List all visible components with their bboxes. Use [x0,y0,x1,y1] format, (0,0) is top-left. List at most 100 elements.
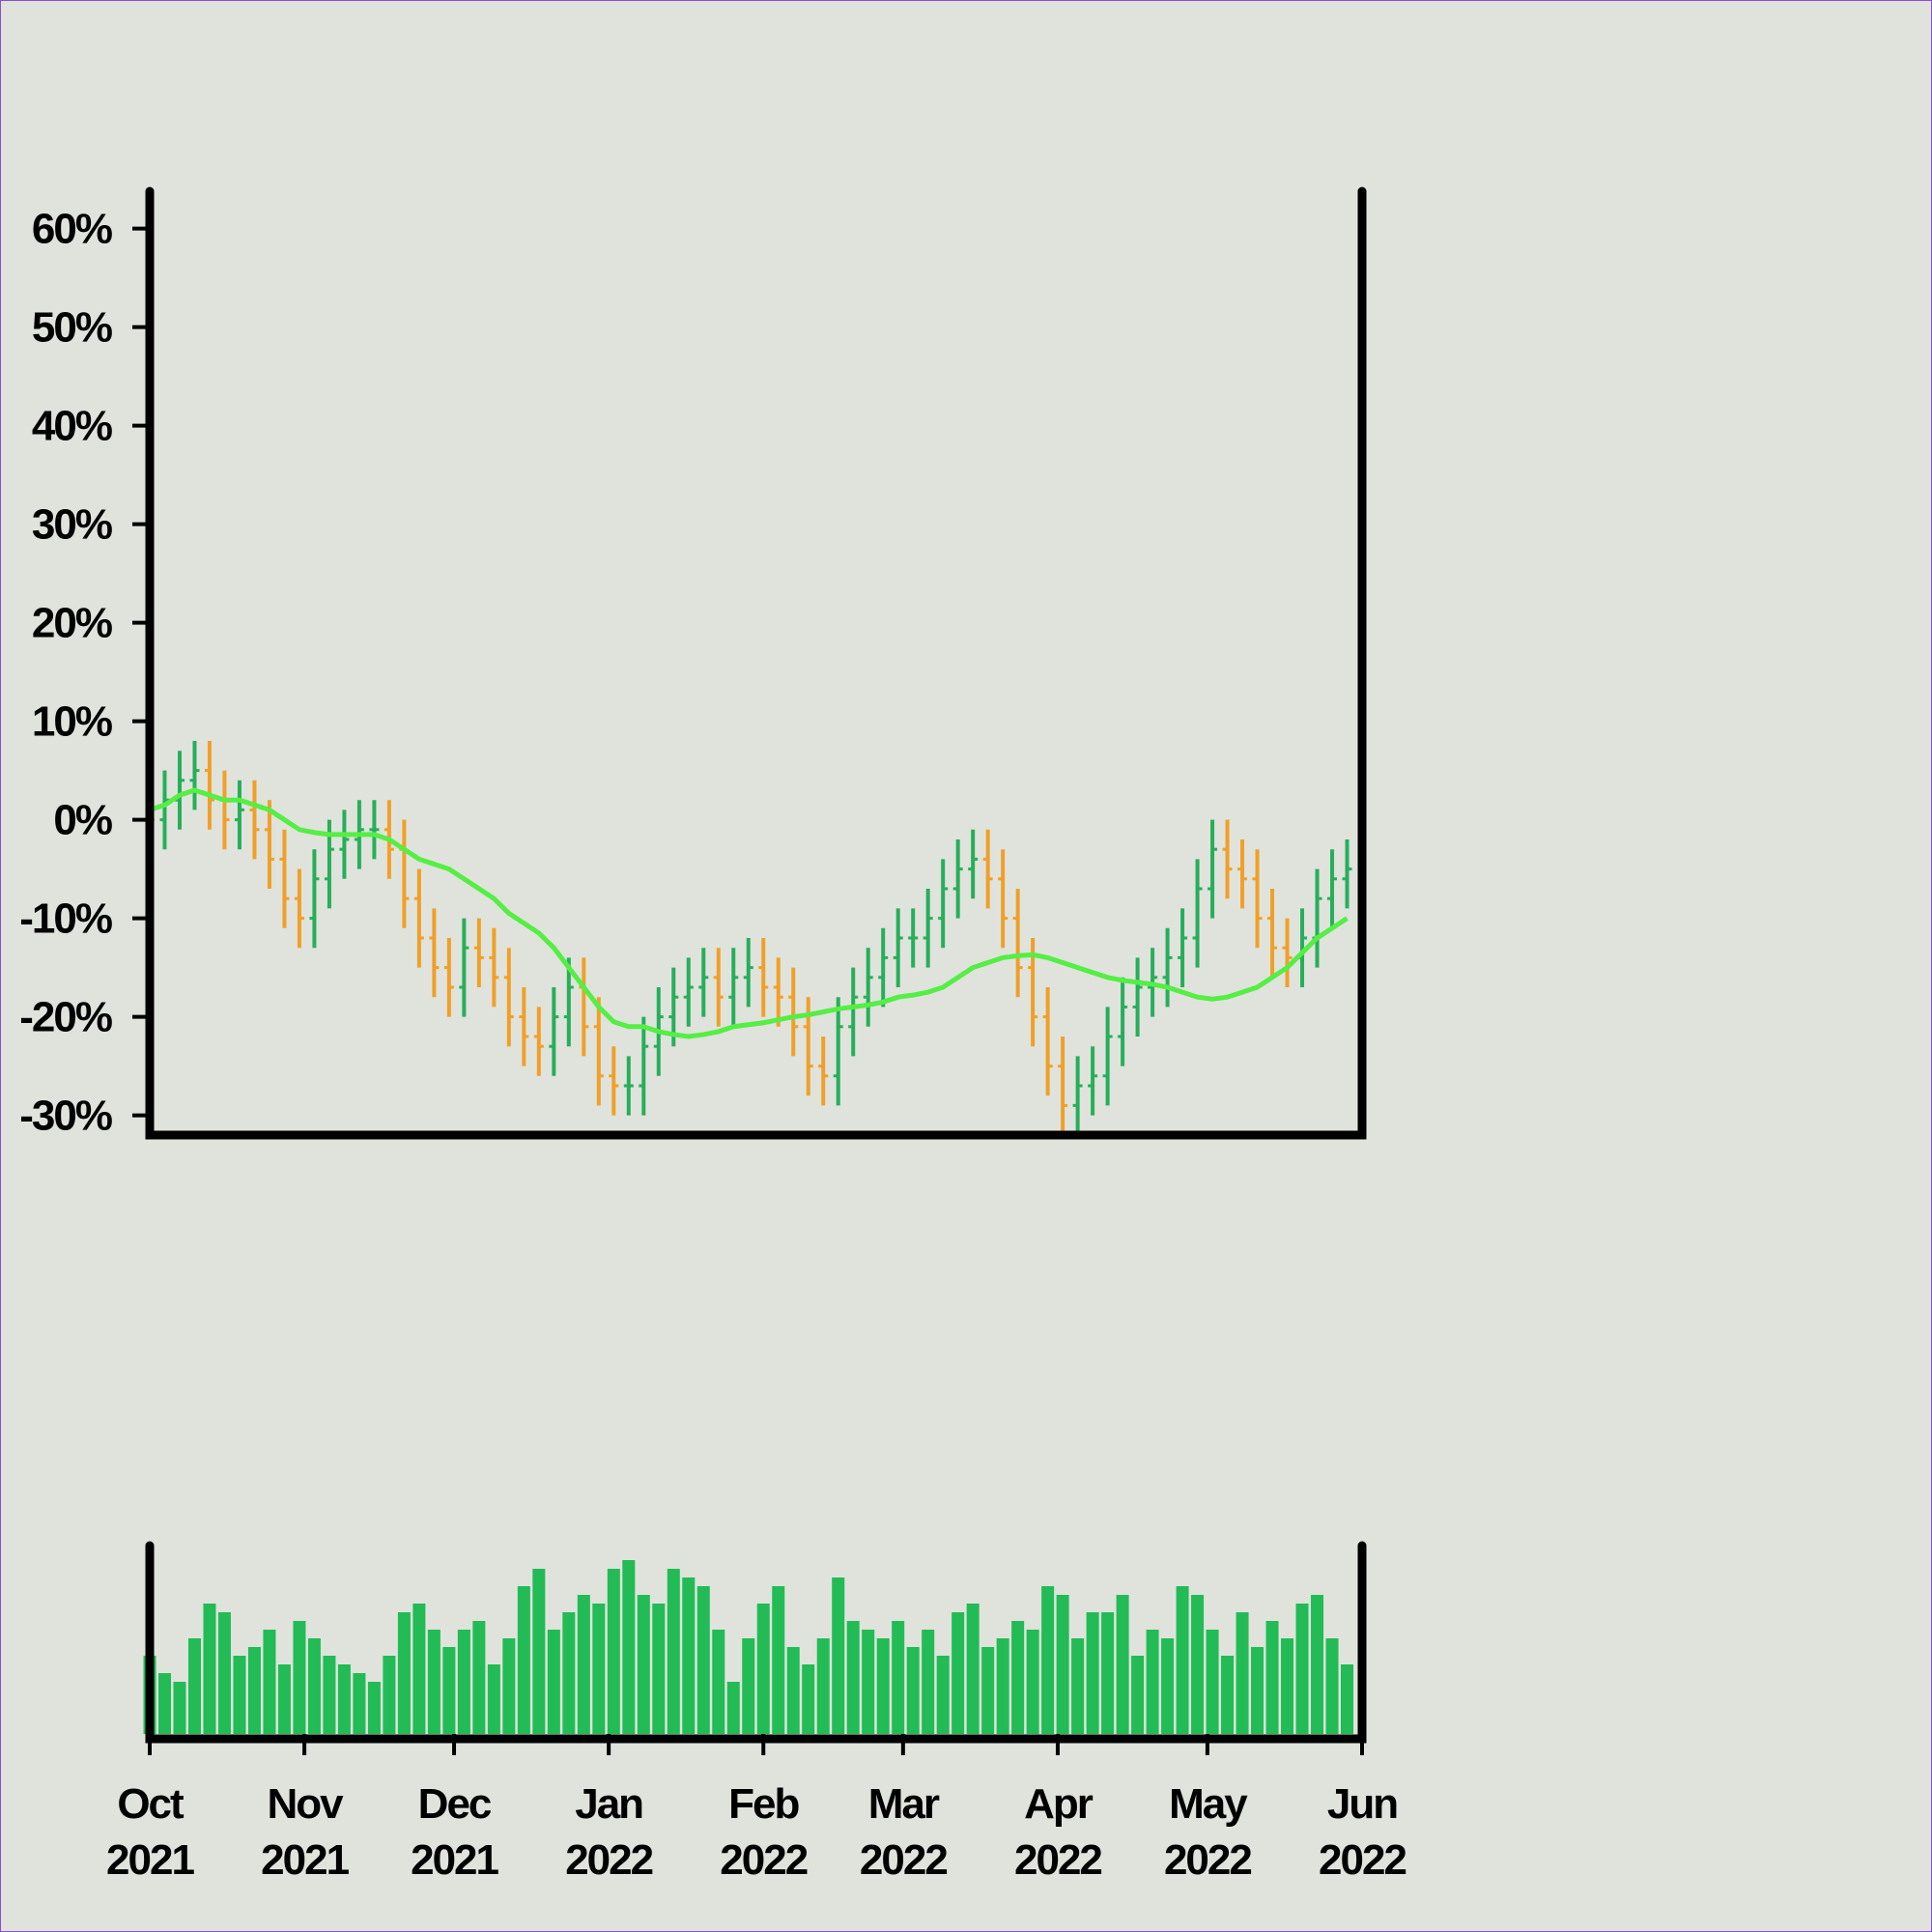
volume-bar [1101,1612,1115,1734]
volume-bar [696,1586,710,1734]
volume-bar [323,1656,336,1734]
volume-bar [247,1647,261,1734]
volume-bar [307,1638,321,1734]
volume-bar [487,1664,500,1734]
volume-bar [1056,1595,1069,1734]
y-tick-label: -10% [19,895,112,943]
price-plot [150,741,1352,1135]
volume-bar [592,1604,606,1734]
volume-bar [846,1621,860,1734]
x-tick-label: Feb 2022 [720,1780,807,1884]
volume-bar [1221,1656,1235,1734]
volume-plot [143,1560,1354,1734]
volume-bar [1341,1664,1354,1734]
volume-bar [502,1638,516,1734]
volume-bar [756,1604,770,1734]
y-tick-label: -20% [19,994,112,1041]
volume-bar [1251,1647,1264,1734]
volume-bar [532,1569,546,1734]
volume-bar [233,1656,246,1734]
volume-bar [472,1621,486,1734]
y-tick-label: 10% [32,698,112,746]
volume-bar [442,1647,456,1734]
volume-bar [1311,1595,1324,1734]
price-frame [145,186,1367,1140]
volume-bar [712,1630,725,1734]
volume-bar [876,1638,890,1734]
volume-bar [157,1673,171,1734]
volume-bar [277,1664,291,1734]
y-tick-label: 60% [32,206,112,253]
y-tick-label: 50% [32,304,112,352]
y-tick-label: -30% [19,1093,112,1140]
volume-bar [427,1630,440,1734]
volume-bar [862,1630,875,1734]
x-tick-label: Apr 2022 [1014,1780,1101,1884]
volume-bar [1041,1586,1055,1734]
y-tick-label: 30% [32,501,112,549]
volume-bar [1011,1621,1025,1734]
volume-frame [145,1541,1367,1744]
volume-bar [906,1647,920,1734]
volume-bar [1236,1612,1249,1734]
volume-bar [383,1656,396,1734]
volume-bar [892,1621,905,1734]
volume-bar [187,1638,201,1734]
x-tick-label: Nov 2021 [261,1780,349,1884]
volume-bar [517,1586,530,1734]
volume-bar [293,1621,306,1734]
volume-bar [772,1586,785,1734]
volume-bar [682,1577,696,1734]
volume-bar [577,1595,590,1734]
volume-bar [637,1595,650,1734]
volume-bar [726,1682,740,1734]
volume-bar [667,1569,680,1734]
volume-bar [457,1630,470,1734]
volume-bar [1086,1612,1099,1734]
volume-bar [353,1673,366,1734]
volume-bar [1325,1638,1339,1734]
volume-bar [1265,1621,1279,1734]
volume-bar [217,1612,231,1734]
volume-bar [816,1638,830,1734]
volume-bar [397,1612,411,1734]
moving-average [150,787,1349,1039]
volume-bar [981,1647,995,1734]
x-tick-label: Oct 2021 [106,1780,194,1884]
volume-bar [1026,1630,1039,1734]
y-tick-label: 20% [32,600,112,647]
x-tick-label: Jun 2022 [1319,1780,1406,1884]
volume-bar [1161,1638,1175,1734]
volume-bar [742,1638,755,1734]
volume-bar [203,1604,216,1734]
volume-bar [832,1577,845,1734]
volume-bar [1116,1595,1129,1734]
volume-bar [337,1664,351,1734]
volume-bar [622,1560,636,1734]
x-tick-label: Mar 2022 [860,1780,947,1884]
volume-bar [1206,1630,1219,1734]
volume-bar [802,1664,815,1734]
volume-bar [547,1630,560,1734]
volume-bar [996,1638,1009,1734]
volume-bar [1146,1630,1159,1734]
volume-bar [652,1604,666,1734]
volume-bar [952,1612,965,1734]
volume-bar [173,1682,186,1734]
volume-bar [263,1630,276,1734]
x-tick-label: Jan 2022 [565,1780,652,1884]
volume-bar [966,1604,980,1734]
volume-bar [367,1682,381,1734]
volume-bar [1071,1638,1085,1734]
volume-bar [562,1612,576,1734]
volume-bar [922,1630,935,1734]
x-tick-label: May 2022 [1164,1780,1251,1884]
y-tick-label: 0% [53,797,111,844]
volume-bar [1281,1638,1294,1734]
volume-bar [786,1647,800,1734]
volume-bar [607,1569,620,1734]
volume-bar [1191,1595,1205,1734]
